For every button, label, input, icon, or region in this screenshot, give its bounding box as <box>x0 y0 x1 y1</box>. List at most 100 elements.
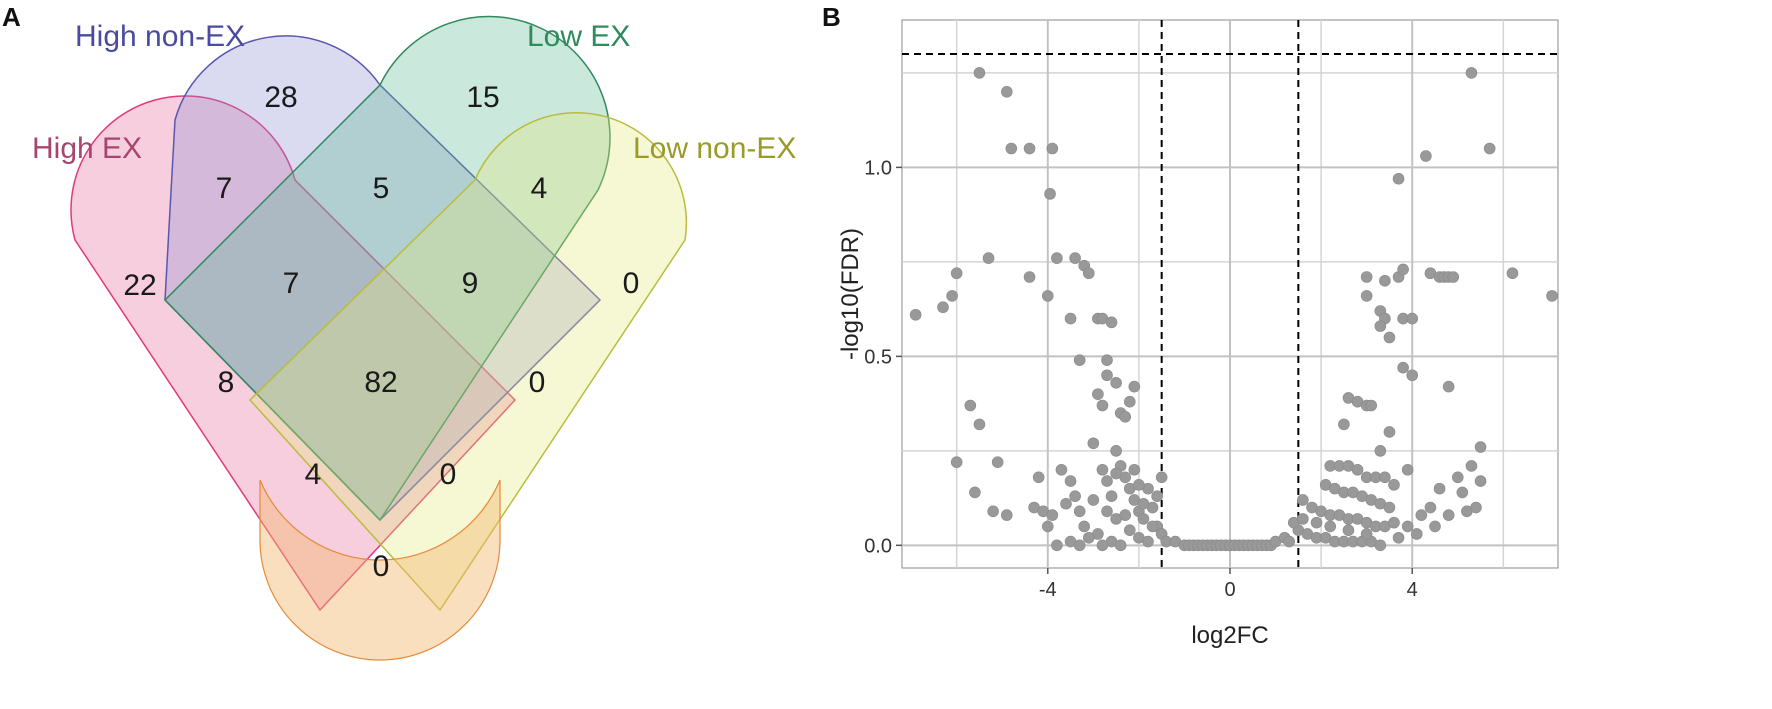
data-point <box>1046 509 1059 521</box>
x-tick-label: 0 <box>1224 579 1235 601</box>
data-point <box>1397 263 1409 276</box>
region-count: 0 <box>529 366 546 399</box>
data-point <box>1000 86 1013 98</box>
data-point <box>1420 150 1432 162</box>
region-count: 28 <box>264 81 297 114</box>
data-point <box>1379 274 1391 287</box>
venn-set-shape-low-ex <box>163 15 611 522</box>
data-point <box>1374 445 1387 457</box>
y-axis-title: -log10(FDR) <box>837 228 864 360</box>
data-point <box>1023 271 1036 283</box>
data-point <box>1087 437 1100 450</box>
data-point <box>1388 516 1400 529</box>
data-point <box>1078 520 1091 533</box>
data-point <box>1105 490 1118 502</box>
x-axis-title: log2FC <box>1191 622 1268 649</box>
data-point <box>973 67 986 79</box>
data-point <box>1073 354 1086 366</box>
data-point <box>1073 539 1086 552</box>
data-point <box>1101 505 1113 518</box>
data-point <box>1406 312 1419 325</box>
region-count: 9 <box>462 267 479 300</box>
data-point <box>1082 267 1095 280</box>
data-point <box>1442 380 1455 393</box>
data-points <box>909 67 1558 552</box>
data-point <box>1128 463 1141 476</box>
data-point <box>1055 463 1068 476</box>
data-point <box>982 252 995 264</box>
data-point <box>1133 479 1145 491</box>
data-point <box>1096 463 1109 476</box>
data-point <box>1114 539 1127 552</box>
data-point <box>1401 463 1414 476</box>
x-tick-label: -4 <box>1039 579 1057 601</box>
data-point <box>1374 320 1387 332</box>
data-point <box>1041 520 1054 533</box>
data-point <box>1151 490 1163 502</box>
data-point <box>1069 490 1081 502</box>
data-point <box>1297 494 1309 506</box>
data-point <box>1360 290 1373 302</box>
data-point <box>1442 509 1455 521</box>
region-count: 0 <box>440 458 457 491</box>
region-count: 4 <box>305 458 322 491</box>
venn-set-shape-bottom <box>259 479 501 661</box>
set-label-low-ex: Low EX <box>527 20 630 53</box>
data-point <box>1506 267 1519 280</box>
data-point <box>1069 252 1081 264</box>
data-point <box>1101 475 1113 487</box>
data-point <box>1310 516 1323 529</box>
region-count: 7 <box>216 172 233 205</box>
data-point <box>1110 377 1122 389</box>
data-point <box>1087 494 1100 506</box>
data-point <box>1000 509 1013 521</box>
data-point <box>1429 520 1441 533</box>
venn-set-shape-high-ex <box>70 95 517 612</box>
data-point <box>1470 501 1482 514</box>
data-point <box>1433 482 1446 495</box>
data-point <box>1032 471 1045 484</box>
region-count: 0 <box>373 550 390 583</box>
y-tick-label: 0.0 <box>864 535 892 557</box>
data-point <box>1465 460 1478 472</box>
data-point <box>1342 524 1355 537</box>
data-point <box>1142 535 1154 548</box>
data-point <box>1041 290 1054 302</box>
data-point <box>937 301 949 314</box>
data-point <box>1051 252 1063 264</box>
data-point <box>1060 497 1072 510</box>
data-point <box>1360 528 1373 540</box>
data-point <box>1360 271 1373 283</box>
data-point <box>1110 445 1122 457</box>
data-point <box>1119 509 1132 521</box>
data-point <box>1374 539 1387 552</box>
data-point <box>1410 528 1423 540</box>
data-point <box>1064 475 1077 487</box>
data-point <box>946 290 958 302</box>
data-point <box>950 456 963 468</box>
data-point <box>1351 463 1364 476</box>
data-point <box>969 486 981 499</box>
data-point <box>1082 531 1095 544</box>
data-point <box>1297 513 1309 525</box>
data-point <box>1424 501 1437 514</box>
data-point <box>1456 486 1469 499</box>
x-ticks: -4 0 4 <box>1039 568 1418 601</box>
panel-label-b: B <box>822 2 841 32</box>
data-point <box>1096 399 1109 412</box>
data-point <box>950 267 963 280</box>
data-point <box>964 399 977 412</box>
data-point <box>1123 395 1136 408</box>
data-point <box>1415 509 1428 521</box>
data-point <box>1379 471 1391 484</box>
venn-set-shape-low-non-ex <box>248 111 688 612</box>
data-point <box>1388 479 1400 491</box>
panel-label-a: A <box>2 2 21 32</box>
x-tick-label: 4 <box>1407 579 1418 601</box>
set-label-high-ex: High EX <box>32 132 142 165</box>
region-count: 15 <box>466 81 499 114</box>
data-point <box>1447 271 1460 283</box>
data-point <box>1137 497 1150 510</box>
data-point <box>1119 411 1132 423</box>
